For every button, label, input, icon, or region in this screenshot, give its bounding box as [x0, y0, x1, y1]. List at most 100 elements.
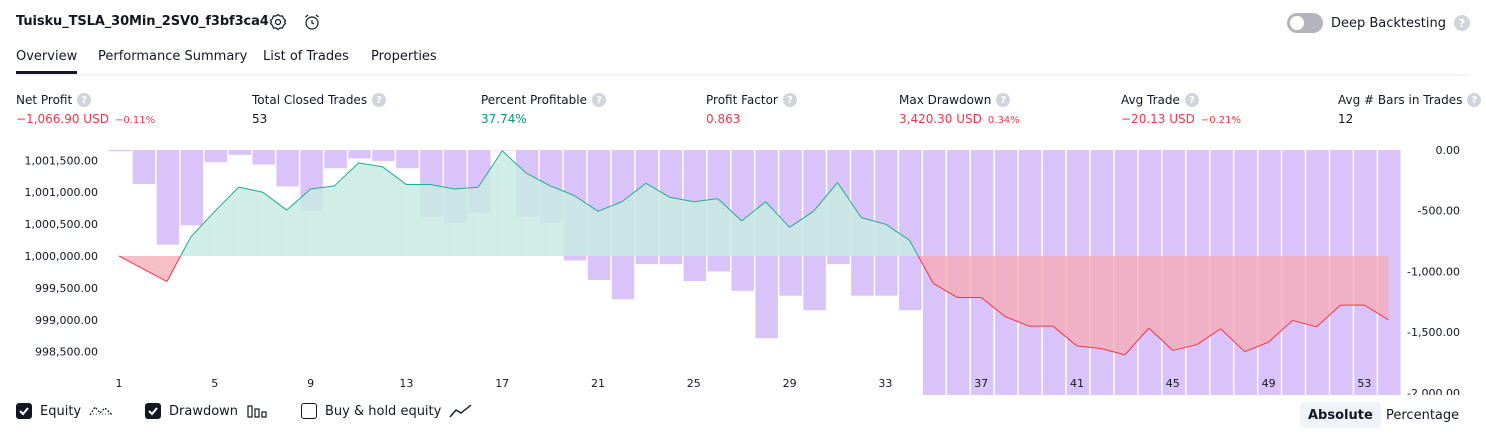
info-icon[interactable]: ?	[77, 93, 92, 107]
profit-area	[741, 201, 766, 256]
equity-line-segment	[813, 182, 838, 212]
equity-line-segment	[238, 186, 263, 193]
metric-percent-profitable: Percent Profitable? 37.74%	[481, 93, 606, 126]
absolute-button[interactable]: Absolute	[1300, 402, 1381, 428]
x-axis-label: 25	[687, 377, 701, 390]
metric-value: 0.863	[706, 112, 741, 126]
equity-line-segment	[180, 236, 192, 257]
percentage-button[interactable]: Percentage	[1386, 407, 1460, 423]
profit-area	[358, 162, 383, 256]
metric-value: 12	[1338, 112, 1354, 126]
drawdown-label: Drawdown	[169, 403, 239, 419]
metric-net-profit: Net Profit? −1,066.90 USD −0.11%	[16, 93, 155, 126]
legend-drawdown[interactable]: Drawdown	[145, 403, 268, 419]
equity-line-segment	[142, 268, 168, 282]
x-axis-label: 17	[495, 377, 509, 390]
x-axis-label: 9	[307, 377, 314, 390]
x-axis-label: 5	[211, 377, 218, 390]
tab-overview[interactable]: Overview	[16, 49, 78, 74]
drawdown-bar	[875, 150, 898, 296]
metric-label: Avg Trade	[1121, 93, 1180, 107]
loss-area	[1148, 256, 1173, 351]
metric-max-drawdown: Max Drawdown? 3,420.30 USD 0.34%	[899, 93, 1020, 126]
profit-area	[214, 187, 239, 256]
bar-chart-icon	[247, 405, 267, 418]
profit-area	[669, 197, 694, 256]
metric-value: 53	[252, 112, 268, 126]
equity-line-segment	[190, 210, 216, 238]
equity-line-segment	[1196, 328, 1221, 346]
profit-area	[334, 162, 359, 256]
loss-area	[1268, 256, 1293, 343]
drawdown-checkbox[interactable]	[145, 403, 161, 419]
metric-avg-bars-in-trades: Avg # Bars in Trades? 12	[1338, 93, 1482, 126]
drawdown-bar	[108, 150, 132, 152]
equity-line-segment	[454, 186, 479, 190]
left-axis-label: 1,000,000.00	[25, 250, 98, 263]
equity-line-segment	[597, 201, 623, 212]
tab-performance-summary[interactable]: Performance Summary	[98, 49, 248, 64]
equity-line-segment	[1124, 327, 1150, 356]
info-icon[interactable]: ?	[1467, 93, 1482, 107]
loss-area	[1364, 256, 1389, 320]
info-icon[interactable]: ?	[996, 93, 1011, 107]
tab-properties[interactable]: Properties	[371, 49, 437, 64]
equity-line-icon	[89, 405, 113, 416]
drawdown-bar	[180, 150, 204, 226]
drawdown-bar	[899, 150, 922, 311]
info-icon[interactable]: ?	[372, 93, 387, 107]
equity-line-segment	[1364, 304, 1389, 321]
equity-line-segment	[621, 182, 647, 203]
loss-area	[981, 256, 1006, 317]
equity-drawdown-chart[interactable]: 1,001,500.00 1,001,000.00 1,000,500.00 1,00…	[0, 140, 1486, 395]
equity-line-segment	[1268, 320, 1293, 343]
strategy-title: Tuisku_TSLA_30Min_2SV0_f3bf3ca4	[16, 14, 269, 29]
x-axis-label: 13	[399, 377, 413, 390]
metric-label: Percent Profitable	[481, 93, 587, 107]
x-axis-label: 29	[783, 377, 797, 390]
settings-icon[interactable]	[268, 12, 288, 32]
info-icon[interactable]: ?	[1184, 93, 1199, 107]
legend-equity[interactable]: Equity	[16, 403, 113, 419]
deep-backtesting-control: Deep Backtesting ?	[1286, 13, 1470, 33]
loss-area	[119, 256, 143, 269]
x-axis-label: 1	[116, 377, 123, 390]
equity-line-segment	[525, 172, 551, 187]
loss-area	[1196, 256, 1221, 345]
equity-line-segment	[693, 198, 718, 203]
drawdown-bar	[372, 150, 395, 161]
tab-list-of-trades[interactable]: List of Trades	[263, 49, 349, 64]
equity-line-segment	[358, 162, 383, 168]
loss-area	[957, 256, 982, 298]
equity-checkbox[interactable]	[16, 403, 32, 419]
alarm-clock-icon[interactable]	[302, 12, 322, 32]
profit-area	[190, 211, 215, 256]
equity-line-segment	[741, 201, 766, 222]
buy-hold-checkbox[interactable]	[301, 403, 317, 419]
legend-buy-hold-equity[interactable]: Buy & hold equity	[301, 403, 473, 419]
drawdown-bar	[156, 150, 180, 245]
info-icon[interactable]: ?	[591, 93, 606, 107]
equity-line-segment	[717, 198, 743, 222]
equity-line-segment	[214, 186, 240, 212]
equity-line-segment	[980, 297, 1006, 318]
x-axis-label: 37	[974, 377, 988, 390]
metric-value: −20.13 USD	[1121, 112, 1195, 126]
equity-line-segment	[861, 217, 886, 225]
deep-backtesting-toggle[interactable]	[1286, 13, 1323, 33]
help-icon[interactable]: ?	[1454, 15, 1470, 31]
loss-area	[1053, 256, 1077, 346]
buy-hold-label: Buy & hold equity	[325, 403, 442, 419]
profit-area	[310, 185, 335, 256]
equity-line-segment	[1052, 325, 1078, 347]
metric-profit-factor: Profit Factor? 0.863	[706, 93, 797, 126]
info-icon[interactable]: ?	[782, 93, 797, 107]
loss-area	[1124, 256, 1149, 355]
profit-area	[621, 183, 646, 256]
profit-area	[574, 195, 598, 256]
profit-area	[238, 187, 263, 256]
drawdown-bar	[276, 150, 299, 187]
equity-line-segment	[1244, 341, 1269, 353]
metric-percent: 0.34%	[987, 115, 1020, 126]
equity-line-segment	[1292, 319, 1317, 328]
